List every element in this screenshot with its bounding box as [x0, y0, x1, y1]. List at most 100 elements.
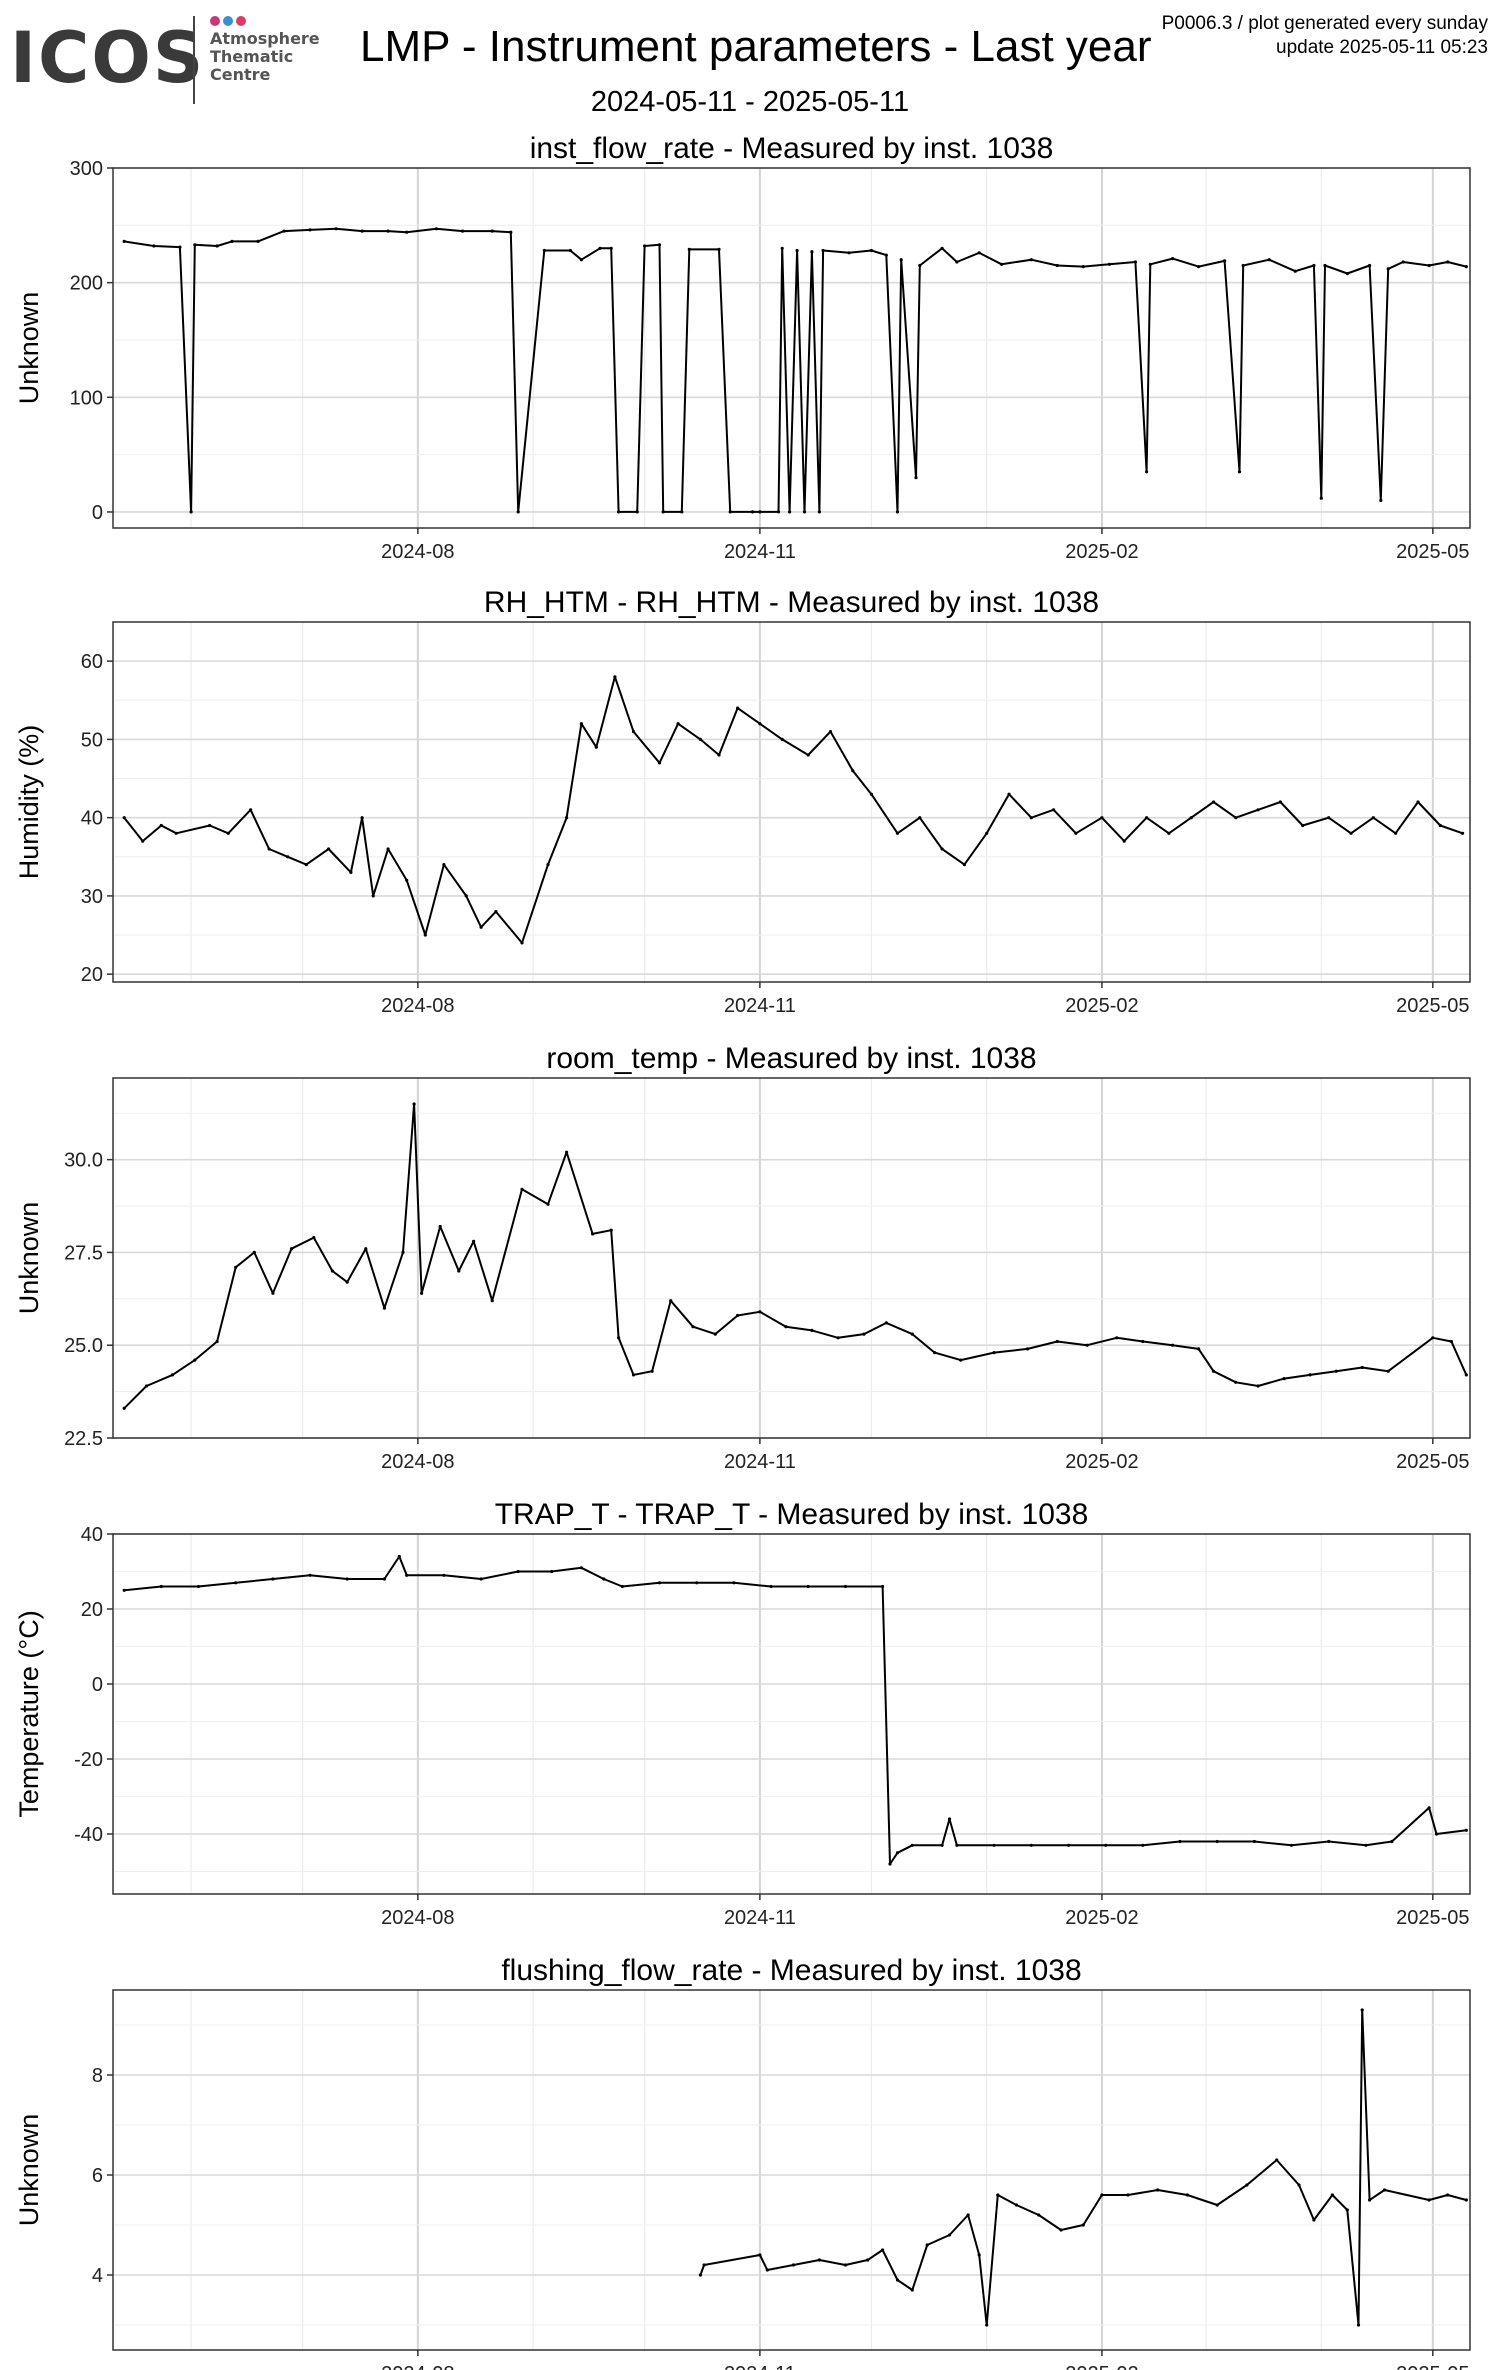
data-point: [657, 1581, 662, 1585]
data-point: [349, 870, 353, 875]
data-point: [784, 1325, 788, 1329]
x-tick-label: 2024-08: [381, 541, 454, 563]
data-point: [1364, 1843, 1368, 1847]
data-point: [680, 510, 684, 514]
data-point: [669, 1299, 673, 1303]
data-point: [479, 1577, 483, 1581]
data-point: [940, 246, 944, 250]
data-point: [1301, 823, 1305, 828]
data-point: [1107, 262, 1111, 266]
data-point: [1289, 1843, 1294, 1847]
x-tick-label: 2025-02: [1065, 1451, 1138, 1473]
date-range: 2024-05-11 - 2025-05-11: [590, 86, 910, 118]
data-point: [895, 2278, 900, 2282]
data-point: [282, 229, 286, 233]
chart-panel-3: room_temp - Measured by inst. 1038 22.5 25…: [14, 1042, 1471, 1473]
data-point: [966, 2213, 970, 2217]
data-point: [788, 510, 792, 514]
data-point: [843, 2263, 848, 2267]
data-point: [1401, 260, 1405, 264]
data-point: [717, 753, 721, 757]
data-point: [899, 258, 903, 262]
data-point: [1026, 1347, 1030, 1351]
data-point: [1293, 269, 1297, 273]
data-point: [851, 769, 855, 773]
data-point: [520, 941, 524, 945]
data-point: [1449, 1339, 1453, 1344]
y-tick-label: -40: [74, 1824, 103, 1846]
data-point: [1330, 2193, 1334, 2197]
data-point: [1256, 808, 1260, 812]
data-point: [862, 1332, 866, 1336]
data-point: [847, 251, 851, 255]
data-point: [546, 1202, 550, 1206]
data-point: [1434, 1832, 1439, 1836]
data-point: [947, 1817, 952, 1821]
data-point: [1327, 816, 1331, 820]
data-point: [494, 910, 498, 914]
data-point: [1360, 2008, 1364, 2012]
data-point: [802, 510, 807, 514]
y-tick-label: 27.5: [64, 1242, 103, 1264]
page-title: LMP - Instrument parameters - Last year: [360, 22, 1152, 71]
data-point: [795, 248, 799, 253]
data-point: [178, 245, 182, 249]
data-point: [698, 737, 703, 742]
data-point: [490, 1299, 494, 1303]
data-point: [1029, 1843, 1033, 1847]
data-point: [1464, 265, 1468, 269]
data-point: [1427, 263, 1431, 268]
data-point: [330, 1269, 334, 1273]
data-point: [758, 1310, 762, 1314]
data-point: [925, 2243, 929, 2247]
y-axis-label: Temperature (°C): [14, 1610, 44, 1817]
logo-line-centre: Centre: [210, 65, 271, 84]
data-point: [271, 1291, 275, 1295]
data-point: [631, 730, 636, 734]
data-point: [1126, 2193, 1130, 2197]
data-point: [1464, 1828, 1468, 1832]
data-point: [736, 1313, 740, 1318]
y-tick-label: -20: [74, 1749, 103, 1771]
data-point: [691, 1325, 695, 1329]
data-point: [695, 1581, 699, 1585]
data-point: [289, 1247, 294, 1251]
data-point: [420, 1291, 424, 1295]
data-point: [386, 847, 390, 851]
data-point: [1145, 470, 1149, 474]
data-point: [959, 1358, 963, 1362]
x-tick-label: 2024-08: [381, 995, 454, 1017]
data-point: [1278, 800, 1282, 804]
data-point: [1349, 831, 1353, 835]
y-tick-label: 22.5: [64, 1428, 103, 1450]
data-point: [806, 1584, 810, 1589]
data-point: [565, 1150, 569, 1154]
data-point: [479, 925, 483, 929]
data-point: [1438, 823, 1442, 828]
data-point: [1148, 262, 1152, 266]
data-point: [591, 1232, 595, 1236]
data-point: [609, 1228, 613, 1232]
data-point: [955, 1843, 959, 1847]
data-point: [516, 510, 520, 514]
data-point: [810, 250, 814, 254]
data-point: [602, 1577, 606, 1581]
data-point: [308, 1573, 312, 1577]
chart-title: room_temp - Measured by inst. 1038: [546, 1042, 1036, 1075]
data-point: [985, 2323, 989, 2327]
plot-frame: [112, 1989, 1471, 2351]
x-tick-label: 2025-02: [1065, 541, 1138, 563]
gridlines: [113, 1533, 1470, 1894]
data-point: [1171, 1343, 1175, 1347]
data-point: [910, 1332, 914, 1336]
data-point: [1055, 263, 1059, 268]
data-point: [565, 816, 569, 820]
data-point: [940, 847, 944, 851]
data-point: [196, 1584, 201, 1589]
data-point: [1100, 2193, 1104, 2197]
data-point: [1145, 816, 1149, 820]
data-point: [345, 1577, 349, 1581]
chart-panel-1: inst_flow_rate - Measured by inst. 1038 0…: [14, 132, 1471, 563]
logo-line-thematic: Thematic: [210, 47, 294, 66]
data-point: [594, 745, 598, 749]
